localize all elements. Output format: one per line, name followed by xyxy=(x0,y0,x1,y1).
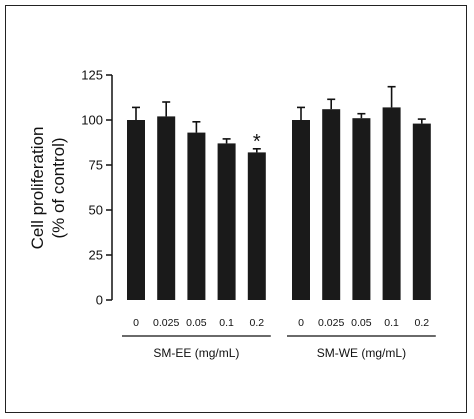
x-tick-label: 0.025 xyxy=(153,317,179,329)
bar xyxy=(352,118,371,300)
bar xyxy=(187,132,206,300)
y-tick-label: 0 xyxy=(96,293,103,308)
y-axis-label: Cell proliferation xyxy=(28,127,47,250)
y-tick-label: 125 xyxy=(81,68,103,83)
x-tick-label: 0.2 xyxy=(414,317,429,329)
x-tick-label: 0.025 xyxy=(318,317,344,329)
x-tick-label: 0.05 xyxy=(186,317,207,329)
y-tick-label: 75 xyxy=(89,158,103,173)
group-label: SM-EE (mg/mL) xyxy=(153,346,239,360)
x-tick-label: 0 xyxy=(133,317,139,329)
bar xyxy=(247,152,266,300)
y-axis-label-units: (% of control) xyxy=(49,137,68,238)
bar xyxy=(412,123,431,300)
bar xyxy=(217,143,236,300)
x-tick-label: 0.05 xyxy=(351,317,372,329)
x-tick-label: 0 xyxy=(298,317,304,329)
bar xyxy=(157,116,176,301)
y-tick-label: 100 xyxy=(81,113,103,128)
bar xyxy=(292,120,310,300)
significance-marker: * xyxy=(253,131,261,153)
x-tick-label: 0.1 xyxy=(219,317,234,329)
group-label: SM-WE (mg/mL) xyxy=(317,346,406,360)
x-tick-label: 0.2 xyxy=(249,317,264,329)
bar xyxy=(382,107,401,301)
x-tick-label: 0.1 xyxy=(384,317,399,329)
bar xyxy=(322,109,341,300)
y-tick-label: 50 xyxy=(89,203,103,218)
y-tick-label: 25 xyxy=(89,248,103,263)
figure-frame xyxy=(5,5,467,413)
bar xyxy=(127,120,145,300)
